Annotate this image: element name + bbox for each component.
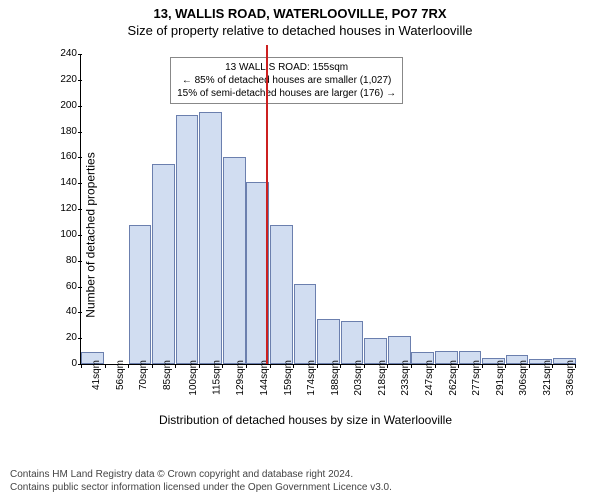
x-tick-mark [435,364,436,368]
x-tick-mark [482,364,483,368]
x-tick-label: 321sqm [543,360,553,396]
x-tick-mark [199,364,200,368]
plot-area: 13 WALLIS ROAD: 155sqm ← 85% of detached… [80,55,575,365]
x-tick-mark [505,364,506,368]
x-tick-mark [387,364,388,368]
histogram-bar [270,225,293,365]
x-tick-label: 218sqm [378,360,388,396]
x-tick-label: 41sqm [92,360,102,390]
y-tick: 80 [47,256,77,266]
x-tick-mark [529,364,530,368]
x-tick-label: 85sqm [163,360,173,390]
x-tick-mark [293,364,294,368]
x-tick-mark [411,364,412,368]
y-tick: 180 [47,127,77,137]
y-tick: 120 [47,204,77,214]
x-axis-label: Distribution of detached houses by size … [28,413,583,427]
x-tick-label: 56sqm [116,360,126,390]
x-tick-label: 247sqm [425,360,435,396]
page-title-line2: Size of property relative to detached ho… [0,23,600,40]
y-tick: 100 [47,230,77,240]
histogram-bar [129,225,152,365]
marker-line [266,45,268,364]
histogram-bar [199,112,222,364]
x-tick-mark [128,364,129,368]
x-tick-label: 144sqm [260,360,270,396]
x-tick-mark [575,364,576,368]
y-tick: 220 [47,75,77,85]
footer-line2: Contains public sector information licen… [10,482,392,495]
annotation-box: 13 WALLIS ROAD: 155sqm ← 85% of detached… [170,57,403,104]
x-tick-label: 233sqm [401,360,411,396]
histogram-bar [176,115,199,364]
y-tick: 0 [47,359,77,369]
x-tick-mark [270,364,271,368]
y-tick: 200 [47,101,77,111]
histogram-bar [294,284,317,364]
histogram-bar [223,157,246,364]
x-tick-mark [105,364,106,368]
y-tick: 20 [47,333,77,343]
histogram-bar [341,321,364,364]
x-tick-label: 100sqm [189,360,199,396]
x-tick-label: 129sqm [236,360,246,396]
x-tick-label: 277sqm [472,360,482,396]
x-tick-label: 306sqm [519,360,529,396]
x-tick-mark [458,364,459,368]
x-tick-mark [175,364,176,368]
x-tick-label: 262sqm [448,360,458,396]
page-title-line1: 13, WALLIS ROAD, WATERLOOVILLE, PO7 7RX [0,6,600,23]
x-tick-mark [340,364,341,368]
x-tick-mark [364,364,365,368]
histogram-bar [317,319,340,364]
x-tick-label: 174sqm [307,360,317,396]
x-tick-label: 291sqm [495,360,505,396]
footer-attribution: Contains HM Land Registry data © Crown c… [10,469,392,494]
y-tick: 240 [47,49,77,59]
annotation-line3: 15% of semi-detached houses are larger (… [177,87,396,100]
y-tick: 40 [47,307,77,317]
x-tick-mark [246,364,247,368]
x-tick-mark [222,364,223,368]
footer-line1: Contains HM Land Registry data © Crown c… [10,469,392,482]
chart-container: Number of detached properties 13 WALLIS … [28,45,583,425]
annotation-line2: ← 85% of detached houses are smaller (1,… [177,74,396,87]
x-tick-label: 203sqm [354,360,364,396]
y-tick: 160 [47,152,77,162]
x-tick-mark [552,364,553,368]
x-tick-label: 188sqm [330,360,340,396]
x-tick-label: 115sqm [212,360,222,395]
y-tick: 140 [47,178,77,188]
x-tick-mark [152,364,153,368]
histogram-bar [152,164,175,364]
x-tick-mark [317,364,318,368]
annotation-line1: 13 WALLIS ROAD: 155sqm [177,61,396,74]
y-tick: 60 [47,282,77,292]
x-tick-mark [81,364,82,368]
x-tick-label: 159sqm [283,360,293,396]
x-tick-label: 70sqm [139,360,149,390]
